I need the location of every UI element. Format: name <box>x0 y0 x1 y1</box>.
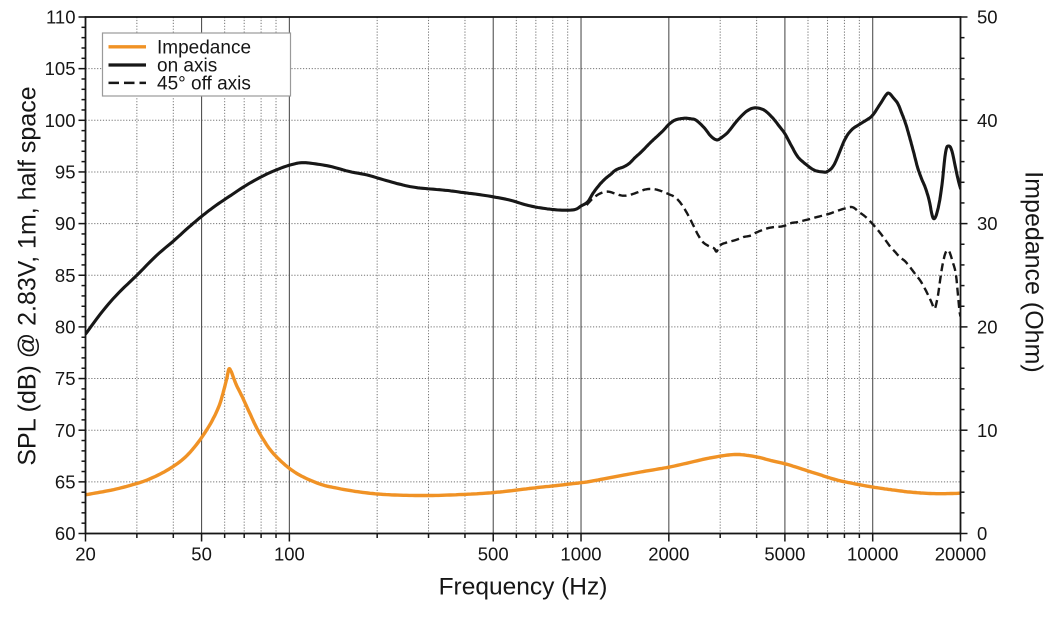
svg-text:45° off axis: 45° off axis <box>157 74 251 95</box>
svg-text:40: 40 <box>977 110 998 131</box>
svg-text:Impedance: Impedance <box>157 37 251 58</box>
svg-text:on axis: on axis <box>157 56 217 77</box>
svg-text:20: 20 <box>75 544 96 565</box>
svg-text:Impedance (Ohm): Impedance (Ohm) <box>1020 171 1048 372</box>
svg-text:500: 500 <box>478 544 509 565</box>
svg-text:5000: 5000 <box>764 544 805 565</box>
svg-text:SPL (dB) @ 2.83V, 1m, half spa: SPL (dB) @ 2.83V, 1m, half space <box>14 86 42 465</box>
svg-text:85: 85 <box>55 265 76 286</box>
svg-text:Frequency (Hz): Frequency (Hz) <box>439 574 608 601</box>
svg-text:75: 75 <box>55 368 76 389</box>
svg-text:90: 90 <box>55 213 76 234</box>
svg-text:100: 100 <box>45 110 76 131</box>
svg-text:80: 80 <box>55 317 76 338</box>
svg-text:100: 100 <box>274 544 305 565</box>
svg-text:20000: 20000 <box>935 544 986 565</box>
svg-text:0: 0 <box>977 523 987 544</box>
svg-text:105: 105 <box>45 58 76 79</box>
svg-text:30: 30 <box>977 213 998 234</box>
svg-text:10000: 10000 <box>847 544 898 565</box>
svg-text:60: 60 <box>55 523 76 544</box>
svg-text:1000: 1000 <box>560 544 601 565</box>
svg-text:10: 10 <box>977 420 998 441</box>
svg-text:50: 50 <box>191 544 212 565</box>
svg-text:2000: 2000 <box>648 544 689 565</box>
svg-text:110: 110 <box>46 7 76 28</box>
svg-text:50: 50 <box>977 7 998 28</box>
svg-text:65: 65 <box>55 472 76 493</box>
svg-text:70: 70 <box>55 420 76 441</box>
svg-text:95: 95 <box>55 162 76 183</box>
svg-text:20: 20 <box>977 317 998 338</box>
